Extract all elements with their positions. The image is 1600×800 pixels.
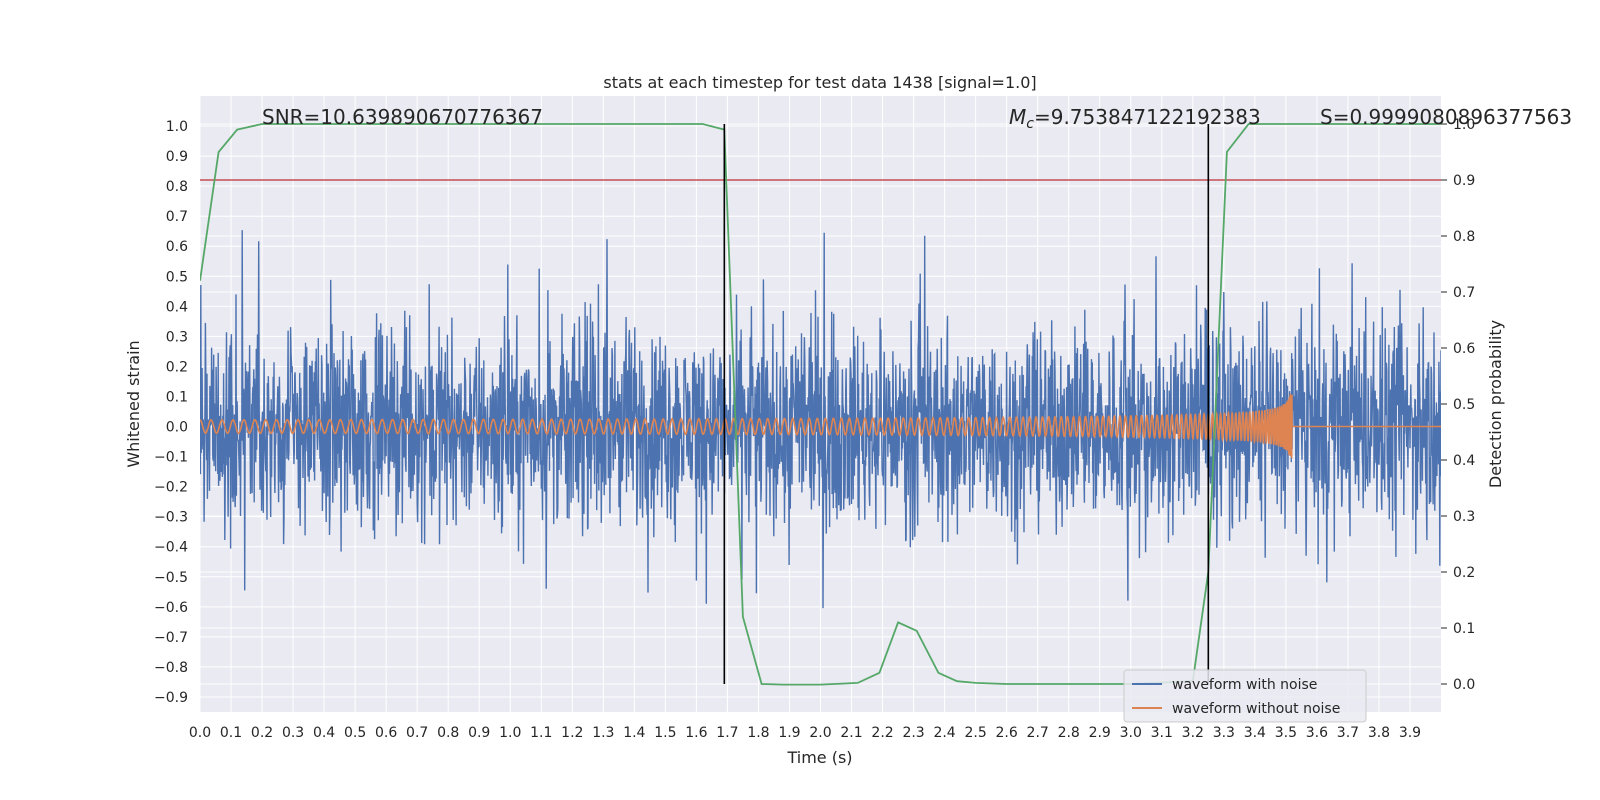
x-tick-label: 2.6 xyxy=(996,725,1018,741)
y2-tick-label: 0.4 xyxy=(1453,453,1475,469)
legend: waveform with noise waveform without noi… xyxy=(1123,669,1367,723)
x-tick-label: 2.3 xyxy=(902,725,924,741)
chart-title: stats at each timestep for test data 143… xyxy=(603,73,1036,92)
x-tick-label: 0.1 xyxy=(220,725,242,741)
x-tick-label: 2.1 xyxy=(840,725,862,741)
y-tick-labels: 1.0 0.9 0.8 0.7 0.6 0.5 0.4 0.3 0.2 0.1 0.0 −0.1 −0.… xyxy=(154,119,188,706)
y2-tick-label: 0.3 xyxy=(1453,509,1475,525)
x-tick-label: 0.5 xyxy=(344,725,366,741)
x-tick-label: 1.1 xyxy=(530,725,552,741)
x-tick-label: 3.1 xyxy=(1151,725,1173,741)
y-tick-label: −0.4 xyxy=(154,540,188,556)
x-tick-label: 0.3 xyxy=(282,725,304,741)
x-tick-label: 1.9 xyxy=(778,725,800,741)
x-tick-label: 3.9 xyxy=(1399,725,1421,741)
x-tick-label: 3.8 xyxy=(1368,725,1390,741)
y-tick-label: 0.3 xyxy=(166,329,188,345)
legend-label-noise: waveform with noise xyxy=(1172,677,1317,693)
y2-tick-label: 0.0 xyxy=(1453,677,1475,693)
x-tick-label: 3.4 xyxy=(1244,725,1266,741)
mc-subscript: c xyxy=(1026,116,1034,132)
x-tick-label: 2.5 xyxy=(964,725,986,741)
x-tick-label: 1.5 xyxy=(654,725,676,741)
y-tick-label: 0.6 xyxy=(166,239,188,255)
x-tick-label: 2.9 xyxy=(1089,725,1111,741)
x-tick-label: 0.7 xyxy=(406,725,428,741)
x-tick-labels: 0.0 0.1 0.2 0.3 0.4 0.5 0.6 0.7 0.8 0.9 1.0 1.1 1.2 1… xyxy=(189,725,1421,741)
x-tick-label: 1.4 xyxy=(623,725,645,741)
y-tick-label: −0.8 xyxy=(154,660,188,676)
detection-probability-line xyxy=(200,123,1441,686)
x-tick-label: 2.7 xyxy=(1027,725,1049,741)
x-tick-label: 1.6 xyxy=(685,725,707,741)
waveform-with-noise-line xyxy=(200,230,1441,609)
y-tick-label: −0.5 xyxy=(154,570,188,586)
x-tick-label: 1.7 xyxy=(716,725,738,741)
legend-label-clean: waveform without noise xyxy=(1172,701,1340,717)
y2-axis-label: Detection probability xyxy=(1486,320,1505,488)
y2-tick-label: 0.2 xyxy=(1453,565,1475,581)
y-tick-label: 0.4 xyxy=(166,299,188,315)
y-tick-label: −0.3 xyxy=(154,510,188,526)
x-tick-label: 3.6 xyxy=(1306,725,1328,741)
y-tick-label: 0.1 xyxy=(166,389,188,405)
y2-tick-label: 0.9 xyxy=(1453,173,1475,189)
y2-tick-label: 0.1 xyxy=(1453,621,1475,637)
x-tick-label: 1.0 xyxy=(499,725,521,741)
x-tick-label: 3.3 xyxy=(1213,725,1235,741)
mc-value: =9.753847122192383 xyxy=(1034,105,1261,129)
x-tick-label: 0.0 xyxy=(189,725,211,741)
x-axis-label: Time (s) xyxy=(786,748,852,767)
y-tick-label: −0.9 xyxy=(154,690,188,706)
x-tick-label: 3.2 xyxy=(1182,725,1204,741)
y-tick-label: 0.7 xyxy=(166,209,188,225)
y-tick-label: 0.2 xyxy=(166,359,188,375)
y-tick-label: 0.5 xyxy=(166,269,188,285)
x-tick-label: 1.2 xyxy=(561,725,583,741)
y-tick-label: −0.6 xyxy=(154,600,188,616)
x-tick-label: 0.2 xyxy=(251,725,273,741)
y2-tick-label: 0.6 xyxy=(1453,341,1475,357)
x-tick-label: 1.3 xyxy=(592,725,614,741)
x-tick-label: 3.5 xyxy=(1275,725,1297,741)
snr-annotation: SNR=10.639890670776367 xyxy=(262,105,543,129)
mc-symbol: M xyxy=(1009,105,1026,129)
y-axis-label: Whitened strain xyxy=(124,340,143,467)
y-tick-label: −0.1 xyxy=(154,450,188,466)
x-tick-label: 1.8 xyxy=(747,725,769,741)
x-tick-label: 0.9 xyxy=(468,725,490,741)
x-tick-label: 3.0 xyxy=(1120,725,1142,741)
y-tick-label: 0.8 xyxy=(166,179,188,195)
x-tick-label: 0.4 xyxy=(313,725,335,741)
x-tick-label: 2.8 xyxy=(1058,725,1080,741)
y2-tick-label: 0.8 xyxy=(1453,229,1475,245)
y-tick-label: −0.7 xyxy=(154,630,188,646)
y-tick-label: 0.9 xyxy=(166,149,188,165)
y2-tick-labels: 1.0 0.9 0.8 0.7 0.6 0.5 0.4 0.3 0.2 0.1 0.0 xyxy=(1441,117,1475,693)
y-tick-label: 1.0 xyxy=(166,119,188,135)
x-tick-label: 0.6 xyxy=(375,725,397,741)
y2-tick-label: 1.0 xyxy=(1453,117,1475,133)
y2-tick-label: 0.7 xyxy=(1453,285,1475,301)
waveform-without-noise-line xyxy=(200,393,1441,459)
x-tick-label: 2.2 xyxy=(871,725,893,741)
mc-annotation: Mc=9.753847122192383 xyxy=(1009,105,1261,132)
x-tick-label: 2.4 xyxy=(933,725,955,741)
plot-area xyxy=(200,123,1441,686)
legend-box xyxy=(1123,669,1367,723)
s-annotation: S=0.9999080896377563 xyxy=(1320,105,1572,129)
y-tick-label: 0.0 xyxy=(166,420,188,436)
series-layer xyxy=(200,123,1441,686)
y2-tick-label: 0.5 xyxy=(1453,397,1475,413)
x-tick-label: 0.8 xyxy=(437,725,459,741)
x-tick-label: 2.0 xyxy=(809,725,831,741)
x-tick-label: 3.7 xyxy=(1337,725,1359,741)
y-tick-label: −0.2 xyxy=(154,480,188,496)
